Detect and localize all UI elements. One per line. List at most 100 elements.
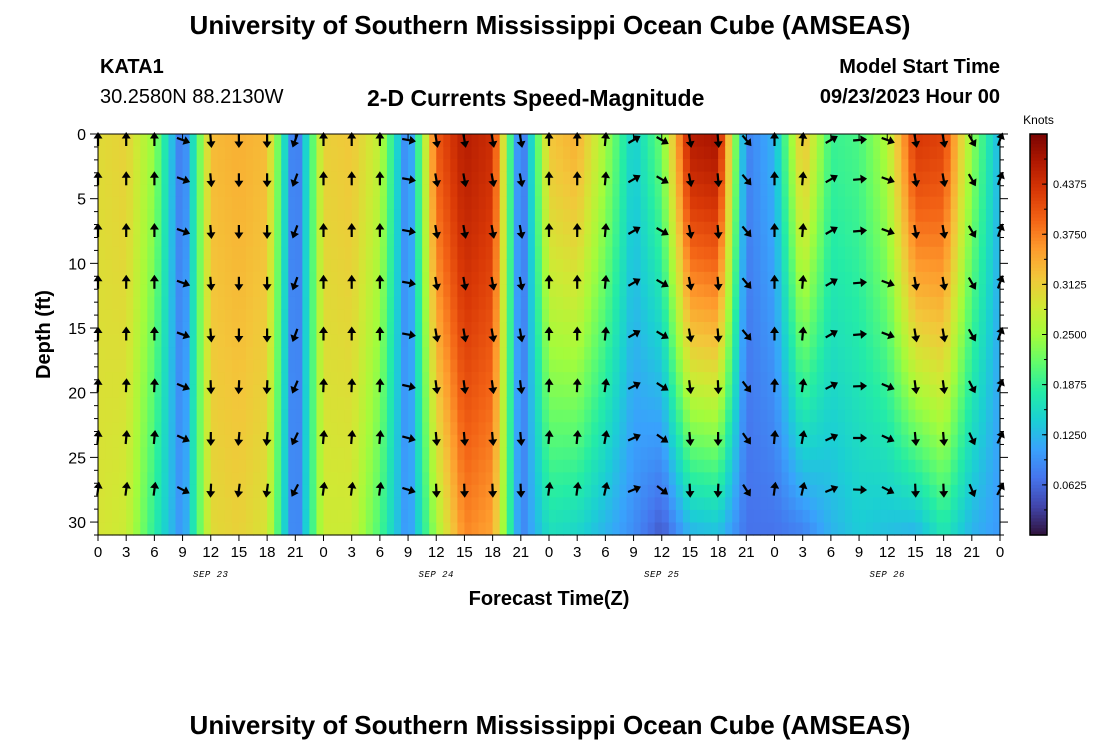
heatmap-cell <box>337 246 346 260</box>
heatmap-cell <box>386 159 395 173</box>
heatmap-cell <box>675 134 684 148</box>
heatmap-cell <box>978 246 987 260</box>
heatmap-cell <box>154 271 163 285</box>
heatmap-cell <box>119 271 127 285</box>
heatmap-cell <box>746 296 754 311</box>
heatmap-cell <box>316 459 325 473</box>
heatmap-cell <box>852 372 860 386</box>
arrow-head <box>886 486 895 495</box>
current-vector-arrow <box>601 223 611 238</box>
heatmap-cell <box>788 484 797 499</box>
heatmap-cell <box>386 284 395 298</box>
heatmap-cell <box>358 422 367 436</box>
heatmap-cell <box>612 384 621 398</box>
heatmap-cell <box>753 234 762 248</box>
heatmap-cell <box>929 234 938 248</box>
heatmap-cell <box>541 171 550 185</box>
heatmap-cell <box>556 459 564 473</box>
heatmap-cell <box>591 384 599 398</box>
heatmap-cell <box>887 522 895 536</box>
heatmap-cell <box>866 447 874 461</box>
heatmap-cell <box>316 184 325 198</box>
heatmap-cell <box>436 159 444 173</box>
heatmap-cell <box>823 196 832 210</box>
heatmap-cell <box>894 246 902 260</box>
heatmap-cell <box>436 309 444 323</box>
heatmap-cell <box>457 246 466 260</box>
heatmap-cell <box>591 196 599 210</box>
heatmap-cell <box>668 296 677 311</box>
heatmap-cell <box>281 509 289 524</box>
heatmap-cell <box>584 159 592 173</box>
arrow-head <box>887 175 895 185</box>
heatmap-cell <box>126 409 134 423</box>
heatmap-cell <box>260 372 268 386</box>
heatmap-cell <box>457 397 466 411</box>
heatmap-cell <box>203 259 212 273</box>
heatmap-cell <box>154 422 163 436</box>
heatmap-cell <box>126 209 134 223</box>
heatmap-cell <box>823 497 832 511</box>
heatmap-cell <box>154 134 163 148</box>
heatmap-cell <box>161 447 170 461</box>
heatmap-cell <box>379 359 388 373</box>
heatmap-cell <box>732 271 740 285</box>
arrow-head <box>632 278 641 286</box>
heatmap-cell <box>739 321 747 336</box>
arrow-head <box>319 274 328 282</box>
heatmap-cell <box>689 221 698 235</box>
heatmap-cell <box>704 384 712 398</box>
heatmap-cell <box>119 209 127 223</box>
heatmap-cell <box>802 171 811 185</box>
current-vector-arrow <box>911 224 921 239</box>
heatmap-cell <box>718 171 726 185</box>
heatmap-cell <box>802 271 811 285</box>
heatmap-cell <box>210 397 219 411</box>
heatmap-cell <box>774 259 783 273</box>
heatmap-cell <box>964 497 973 511</box>
heatmap-cell <box>852 259 860 273</box>
heatmap-cell <box>950 347 959 361</box>
heatmap-cell <box>154 347 163 361</box>
arrow-head <box>408 226 416 236</box>
heatmap-cell <box>985 196 994 210</box>
heatmap-cell <box>408 296 416 311</box>
heatmap-cell <box>386 472 395 486</box>
heatmap-cell <box>880 447 888 461</box>
heatmap-cell <box>351 509 360 524</box>
heatmap-cell <box>189 484 198 499</box>
heatmap-cell <box>809 146 818 160</box>
heatmap-cell <box>957 284 966 298</box>
heatmap-cell <box>682 334 691 348</box>
heatmap-cell <box>140 334 148 348</box>
heatmap-cell <box>485 497 494 511</box>
heatmap-cell <box>260 409 268 423</box>
heatmap-cell <box>570 372 578 386</box>
heatmap-cell <box>344 422 353 436</box>
heatmap-cell <box>837 259 846 273</box>
heatmap-cell <box>929 159 938 173</box>
heatmap-cell <box>605 334 614 348</box>
heatmap-cell <box>619 359 628 373</box>
heatmap-cell <box>689 321 698 336</box>
heatmap-cell <box>711 184 719 198</box>
heatmap-cell <box>415 372 423 386</box>
heatmap-cell <box>985 347 994 361</box>
heatmap-cell <box>175 309 184 323</box>
heatmap-cell <box>753 422 762 436</box>
heatmap-cell <box>584 484 592 499</box>
heatmap-cell <box>140 234 148 248</box>
heatmap-cell <box>577 434 585 448</box>
heatmap-cell <box>274 509 282 524</box>
heatmap-cell <box>485 171 494 185</box>
heatmap-cell <box>196 221 205 235</box>
heatmap-cell <box>112 196 120 210</box>
heatmap-cell <box>852 284 860 298</box>
heatmap-cell <box>859 159 867 173</box>
heatmap-cell <box>210 234 219 248</box>
heatmap-cell <box>154 309 163 323</box>
heatmap-cell <box>696 472 705 486</box>
heatmap-cell <box>154 372 163 386</box>
heatmap-cell <box>351 472 360 486</box>
heatmap-cell <box>534 184 543 198</box>
